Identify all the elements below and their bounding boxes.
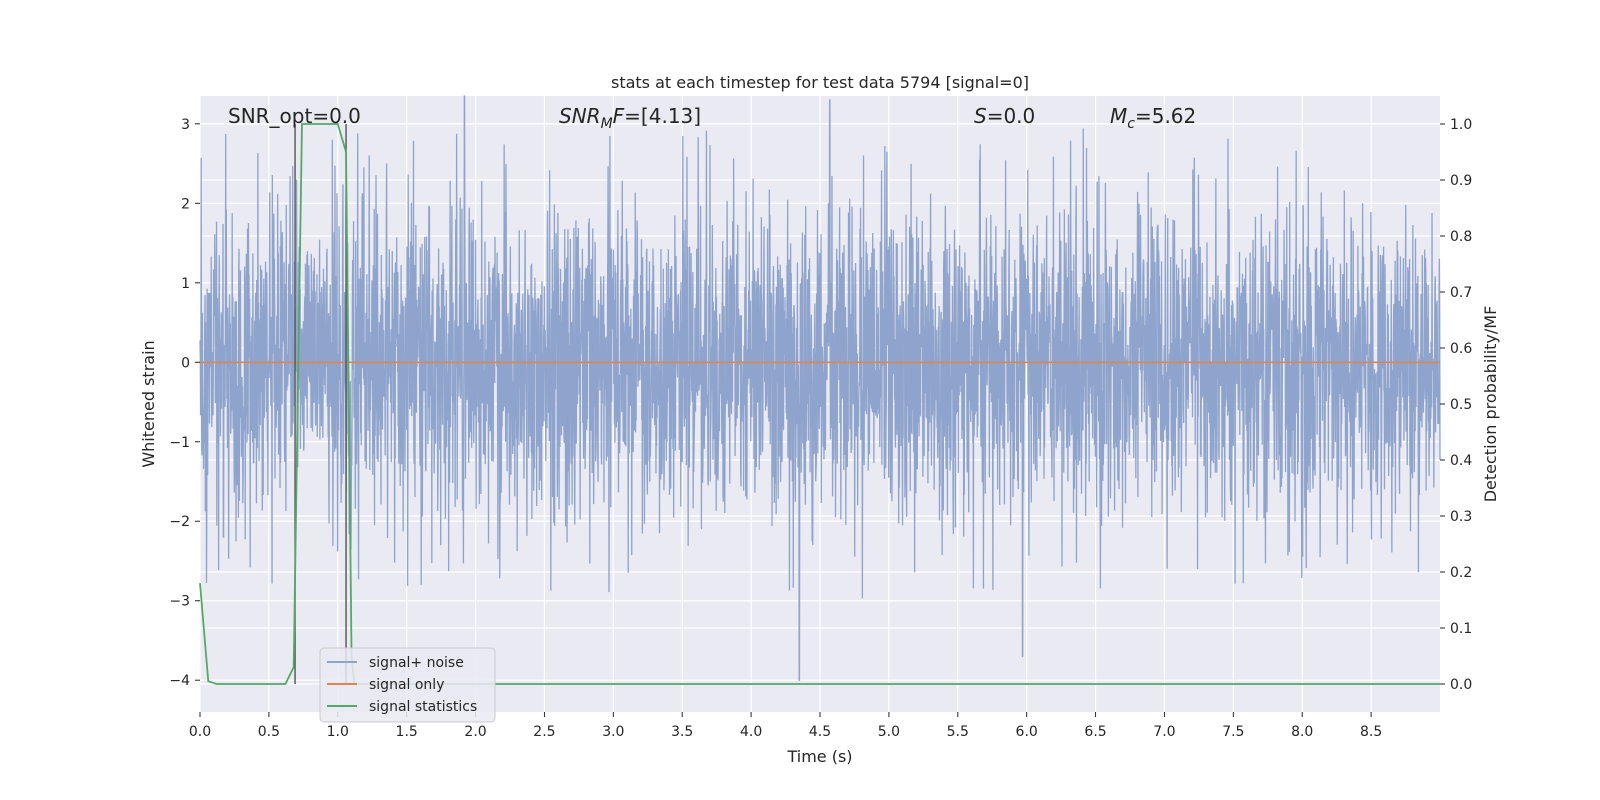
mc-subscript: c (1127, 116, 1135, 132)
y2-tick-label: 0.8 (1450, 229, 1472, 245)
x-tick-label: 1.5 (396, 724, 418, 740)
x-tick-label: 3.5 (671, 724, 693, 740)
x-tick-label: 8.0 (1291, 724, 1313, 740)
annotation-snr-opt: SNR_opt=0.0 (228, 104, 361, 128)
y-axis-label: Whitened strain (139, 340, 158, 467)
snr-mf-base: SNR (559, 104, 601, 128)
x-tick-label: 5.0 (878, 724, 900, 740)
x-tick-label: 3.0 (602, 724, 624, 740)
x-tick-label: 6.0 (1016, 724, 1038, 740)
y2-tick-label: 0.6 (1450, 341, 1472, 357)
y-tick-label: 3 (181, 117, 190, 133)
series-noise-line (199, 95, 1441, 681)
y-tick-label: 1 (181, 276, 190, 292)
x-axis-label: Time (s) (786, 747, 852, 766)
snr-mf-value: =[4.13] (624, 104, 701, 128)
x-tick-label: 2.5 (533, 724, 555, 740)
y2-tick-label: 1.0 (1450, 117, 1472, 133)
y2-tick-label: 0.4 (1450, 453, 1472, 469)
y-tick-label: −4 (169, 673, 190, 689)
y-tick-label: −1 (169, 435, 190, 451)
y2-tick-label: 0.0 (1450, 677, 1472, 693)
mc-variable: M (1110, 104, 1127, 128)
s-value: =0.0 (987, 104, 1036, 128)
x-tick-label: 1.0 (327, 724, 349, 740)
y2-tick-label: 0.2 (1450, 565, 1472, 581)
snr-mf-rest-f: F (613, 104, 625, 128)
x-tick-label: 4.5 (809, 724, 831, 740)
chart-title: stats at each timestep for test data 579… (611, 73, 1029, 92)
legend-label-signal: signal only (369, 677, 444, 693)
y-tick-label: 2 (181, 196, 190, 212)
y-tick-label: −2 (169, 514, 190, 530)
x-tick-label: 7.5 (1222, 724, 1244, 740)
legend-label-stats: signal statistics (369, 699, 477, 715)
y-tick-label: −3 (169, 594, 190, 610)
x-tick-label: 4.0 (740, 724, 762, 740)
annotation-snr-mf: SNRMF=[4.13] (559, 104, 701, 132)
y2-axis-label: Detection probability/MF (1481, 306, 1500, 503)
x-tick-label: 6.5 (1084, 724, 1106, 740)
legend-box (319, 647, 496, 723)
x-tick-label: 7.0 (1153, 724, 1175, 740)
y2-tick-label: 0.7 (1450, 285, 1472, 301)
y2-tick-label: 0.3 (1450, 509, 1472, 525)
s-variable: S (974, 104, 987, 128)
y2-tick-label: 0.1 (1450, 621, 1472, 637)
y2-tick-label: 0.5 (1450, 397, 1472, 413)
legend-label-noise: signal+ noise (369, 655, 464, 671)
x-tick-label: 0.5 (258, 724, 280, 740)
legend: signal+ noise signal only signal statist… (319, 647, 496, 723)
annotation-mc: Mc=5.62 (1110, 104, 1196, 132)
y-tick-label: 0 (181, 355, 190, 371)
snr-mf-subscript: M (601, 116, 613, 132)
y2-tick-label: 0.9 (1450, 173, 1472, 189)
annotation-s: S=0.0 (974, 104, 1035, 128)
mc-value: =5.62 (1135, 104, 1196, 128)
ticks: 0.0 0.5 1.0 1.5 2.0 2.5 3.0 3.5 4.0 4.5 5.0 5.5 6.0 6… (169, 117, 1472, 740)
x-tick-label: 8.5 (1360, 724, 1382, 740)
x-tick-label: 5.5 (947, 724, 969, 740)
x-tick-label: 0.0 (189, 724, 211, 740)
x-tick-label: 2.0 (464, 724, 486, 740)
